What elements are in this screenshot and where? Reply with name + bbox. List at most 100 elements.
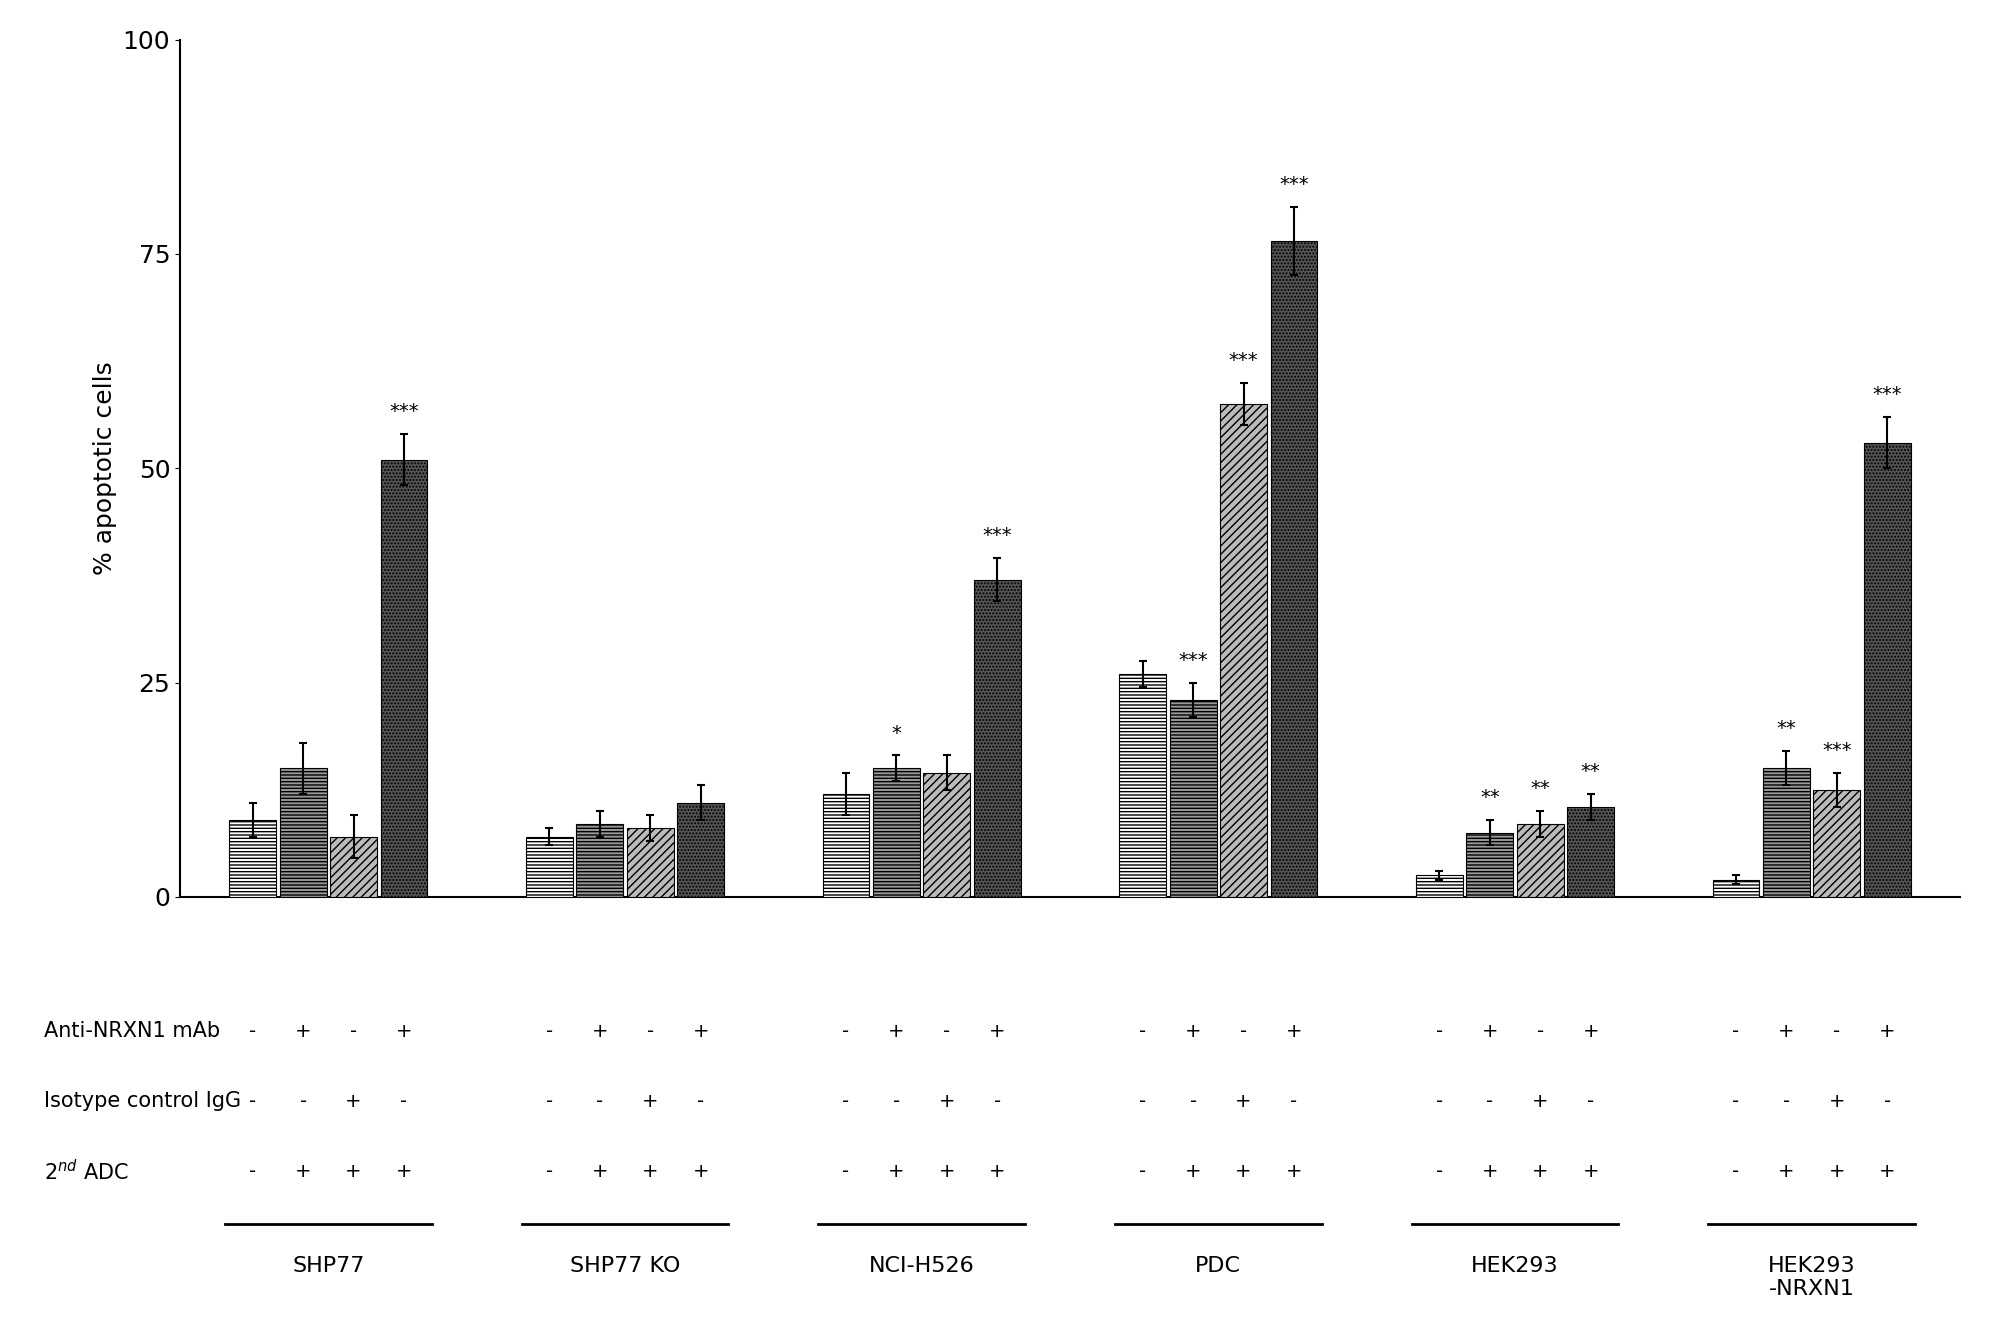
Text: +: + <box>1286 1022 1302 1041</box>
Text: -: - <box>400 1092 408 1111</box>
Text: +: + <box>1532 1162 1548 1181</box>
Text: +: + <box>1828 1162 1846 1181</box>
Text: -: - <box>944 1022 950 1041</box>
Bar <box>526 836 572 897</box>
Text: +: + <box>1482 1162 1498 1181</box>
Bar <box>924 773 970 897</box>
Text: -: - <box>1140 1162 1146 1181</box>
Text: +: + <box>642 1162 658 1181</box>
Text: ***: *** <box>1822 741 1852 760</box>
Text: +: + <box>1778 1162 1794 1181</box>
Text: +: + <box>346 1092 362 1111</box>
Text: -: - <box>596 1092 604 1111</box>
Text: +: + <box>990 1162 1006 1181</box>
Text: -: - <box>1782 1092 1790 1111</box>
Text: +: + <box>1184 1162 1202 1181</box>
Text: +: + <box>1184 1022 1202 1041</box>
Text: -: - <box>698 1092 704 1111</box>
Text: +: + <box>294 1022 312 1041</box>
Text: -: - <box>1436 1162 1442 1181</box>
Text: -: - <box>1834 1022 1840 1041</box>
Text: -: - <box>250 1092 256 1111</box>
Bar <box>974 579 1020 897</box>
Bar <box>678 802 724 897</box>
Text: **: ** <box>1530 780 1550 798</box>
Text: +: + <box>1828 1092 1846 1111</box>
Text: +: + <box>1582 1022 1598 1041</box>
Text: -: - <box>250 1022 256 1041</box>
Text: +: + <box>938 1092 956 1111</box>
Text: +: + <box>692 1162 708 1181</box>
Text: ***: *** <box>1280 175 1308 194</box>
Text: ***: *** <box>982 526 1012 546</box>
Text: -: - <box>1290 1092 1298 1111</box>
Text: -: - <box>350 1022 358 1041</box>
Bar <box>1170 699 1216 897</box>
Bar <box>1516 824 1564 897</box>
Text: +: + <box>990 1022 1006 1041</box>
Text: **: ** <box>1580 762 1600 781</box>
Text: +: + <box>294 1162 312 1181</box>
Bar <box>1270 241 1318 897</box>
Text: -: - <box>1486 1092 1494 1111</box>
Text: +: + <box>346 1162 362 1181</box>
Text: -: - <box>1732 1162 1740 1181</box>
Bar <box>1864 443 1910 897</box>
Text: +: + <box>1532 1092 1548 1111</box>
Text: +: + <box>642 1092 658 1111</box>
Text: Anti-NRXN1 mAb: Anti-NRXN1 mAb <box>44 1021 220 1042</box>
Text: HEK293: HEK293 <box>1472 1256 1558 1275</box>
Text: ***: *** <box>1178 650 1208 670</box>
Text: +: + <box>592 1022 608 1041</box>
Text: SHP77 KO: SHP77 KO <box>570 1256 680 1275</box>
Text: -: - <box>1536 1022 1544 1041</box>
Text: **: ** <box>1776 719 1796 739</box>
Text: -: - <box>842 1162 850 1181</box>
Text: Isotype control IgG: Isotype control IgG <box>44 1091 242 1112</box>
Text: +: + <box>1778 1022 1794 1041</box>
Text: -: - <box>546 1022 552 1041</box>
Text: SHP77: SHP77 <box>292 1256 364 1275</box>
Text: +: + <box>938 1162 956 1181</box>
Bar <box>1120 674 1166 897</box>
Text: -: - <box>546 1162 552 1181</box>
Text: *: * <box>892 724 902 743</box>
Text: -: - <box>646 1022 654 1041</box>
Text: -: - <box>892 1092 900 1111</box>
Text: -: - <box>1190 1092 1196 1111</box>
Text: -: - <box>1732 1092 1740 1111</box>
Y-axis label: % apoptotic cells: % apoptotic cells <box>94 361 118 575</box>
Bar <box>380 459 428 897</box>
Text: -: - <box>1588 1092 1594 1111</box>
Bar <box>1762 768 1810 897</box>
Text: -: - <box>250 1162 256 1181</box>
Text: **: ** <box>1480 787 1500 807</box>
Text: HEK293
-NRXN1: HEK293 -NRXN1 <box>1768 1256 1856 1299</box>
Text: PDC: PDC <box>1196 1256 1242 1275</box>
Text: -: - <box>300 1092 306 1111</box>
Bar <box>1220 404 1268 897</box>
Text: +: + <box>592 1162 608 1181</box>
Text: +: + <box>396 1162 412 1181</box>
Bar <box>280 768 326 897</box>
Text: NCI-H526: NCI-H526 <box>868 1256 974 1275</box>
Text: -: - <box>842 1092 850 1111</box>
Text: -: - <box>1140 1092 1146 1111</box>
Text: -: - <box>1240 1022 1248 1041</box>
Text: -: - <box>1436 1022 1442 1041</box>
Text: +: + <box>1482 1022 1498 1041</box>
Text: -: - <box>546 1092 552 1111</box>
Bar <box>872 768 920 897</box>
Text: +: + <box>1582 1162 1598 1181</box>
Bar <box>1568 807 1614 897</box>
Text: -: - <box>1140 1022 1146 1041</box>
Text: ***: *** <box>1872 385 1902 404</box>
Text: +: + <box>888 1162 904 1181</box>
Text: +: + <box>1880 1022 1896 1041</box>
Bar <box>1814 790 1860 897</box>
Text: +: + <box>692 1022 708 1041</box>
Text: +: + <box>1236 1162 1252 1181</box>
Bar <box>576 824 624 897</box>
Text: -: - <box>1732 1022 1740 1041</box>
Text: +: + <box>1286 1162 1302 1181</box>
